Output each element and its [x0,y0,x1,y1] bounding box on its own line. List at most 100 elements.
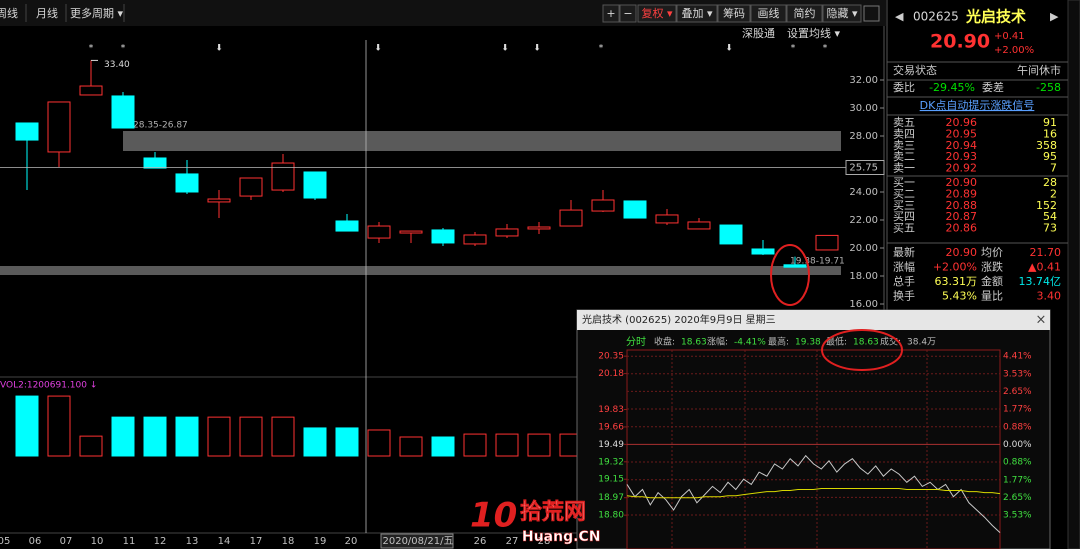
prev-stock[interactable]: ◀ [895,10,904,23]
tool-button[interactable]: 画线 [758,6,780,20]
y2-tick-label: 0.00% [1003,440,1032,450]
crosshair-box [845,160,885,175]
tool-button-box[interactable] [637,4,677,23]
signal-marker: ⬇ [725,44,733,54]
y-tick-label: 22.00 [849,215,878,226]
book-price: 20.89 [946,187,978,200]
y2-tick-label: 3.53% [1003,511,1032,521]
stat-label: 涨跌 [981,260,1003,274]
y-tick-label: 20.00 [849,243,878,254]
status-label: 交易状态 [893,63,937,77]
volume-bar [527,433,551,457]
y-tick-label: 19.83 [598,405,624,415]
tool-button[interactable]: − [623,7,632,20]
tool-button[interactable]: 筹码 [723,6,745,20]
x-tick-label: 12 [154,536,167,547]
tool-button-box[interactable] [676,4,718,23]
book-volume: 16 [1043,127,1057,140]
stat-value: 63.31万 [935,275,978,288]
stat-label: 量比 [981,290,1003,303]
popup-header [577,310,1050,330]
y-tick-label: 24.00 [849,187,878,198]
volume-bar [239,416,263,457]
stock-name: 光启技术 [965,8,1026,26]
next-stock[interactable]: ▶ [1050,10,1059,23]
tool-button-box[interactable] [619,4,637,23]
book-label: 卖四 [893,127,915,140]
period-button[interactable]: 周线 [0,6,18,20]
candle-body [367,225,391,239]
x-tick-label: 07 [60,536,73,547]
signal-marker: * [599,44,604,54]
book-volume: 73 [1043,222,1057,235]
book-label: 卖一 [893,162,915,175]
stock-code: 002625 [913,10,959,24]
signal-marker: * [823,44,828,54]
x-tick-label: 2020/08/21/五 [382,536,453,547]
sub-link[interactable]: 深股通 [742,27,775,40]
plot-frame [626,349,1001,549]
book-price: 20.88 [946,199,978,212]
stat-value: 20.90 [946,246,978,259]
change-pct: +2.00% [994,45,1034,56]
info-label: 最高: [768,336,789,348]
tool-button-box[interactable] [822,4,862,23]
sub-link[interactable]: 设置均线 ▾ [787,26,840,40]
book-volume: 152 [1036,199,1057,212]
popup-tab: 分时 [626,336,646,348]
y-tick-label: 20.18 [598,369,624,379]
book-volume: 28 [1043,176,1057,189]
y-tick-label: 18.00 [849,271,878,282]
candle-body [687,221,711,230]
x-tick-label: 14 [218,536,231,547]
watermark-site: Huang.CN [522,529,600,545]
candle-body [335,220,359,232]
volume-bar [303,427,327,457]
volume-bar [463,433,487,457]
book-volume: 54 [1043,210,1057,223]
y2-tick-label: 2.65% [1003,387,1032,397]
tool-button-box[interactable] [717,4,751,23]
info-value: 38.4万 [907,338,936,348]
info-label: 最低: [826,336,847,348]
volume-bar [111,416,135,457]
stat-label: 均价 [981,246,1003,259]
signal-marker: ⬇ [501,44,509,54]
signal-marker: ⬇ [374,44,382,54]
tool-button[interactable]: 简约 [794,6,816,20]
y-tick-label: 19.32 [598,457,624,467]
tool-button-box[interactable] [602,4,620,23]
volume-bar [271,416,295,457]
signal-marker: * [89,44,94,54]
tool-button[interactable]: 复权 ▾ [641,6,672,20]
period-button[interactable]: 更多周期 ▾ [70,6,123,20]
candle-body [47,101,71,153]
stat-label: 换手 [893,289,915,303]
signal-marker: * [791,44,796,54]
book-price: 20.93 [946,150,978,163]
popup-close[interactable]: × [1036,313,1047,328]
y-tick-label: 16.00 [849,299,878,310]
icon-button[interactable] [863,5,880,22]
stat-label: 金额 [981,274,1003,288]
x-tick-label: 26 [474,536,487,547]
book-volume: 7 [1050,162,1057,175]
x-tick-label: 28 [538,536,551,547]
zone-label: 19.38-19.71 [790,257,845,267]
x-tick-label: 06 [29,536,42,547]
tool-button[interactable]: 叠加 ▾ [681,7,712,20]
y-tick-label: 30.00 [849,103,878,114]
candle-body [111,95,135,129]
y2-tick-label: 0.88% [1003,458,1032,468]
tool-button-box[interactable] [750,4,787,23]
tool-button[interactable]: + [606,7,615,20]
period-button[interactable]: 月线 [36,6,58,20]
tool-button-box[interactable] [786,4,823,23]
signal-link[interactable]: DK点自动提示涨跌信号 [920,98,1035,112]
right-strip [1067,0,1080,549]
y-tick-label: 18.97 [598,493,624,503]
book-label: 买三 [893,199,915,212]
tool-button[interactable]: 隐藏 ▾ [826,7,857,20]
info-label: 收盘: [654,336,675,348]
y2-tick-label: 4.41% [1003,352,1032,362]
